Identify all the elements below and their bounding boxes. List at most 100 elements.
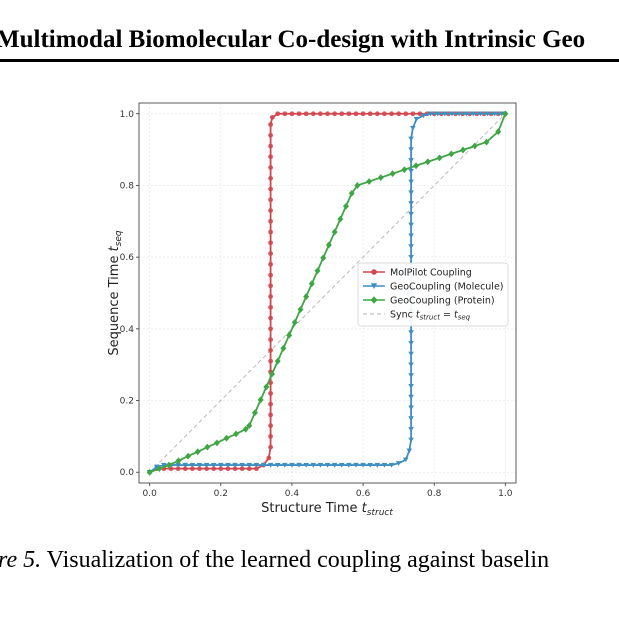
data-point-geo-molecule	[408, 136, 414, 142]
data-point-geo-molecule	[317, 462, 324, 468]
data-point-geo-protein	[223, 434, 230, 442]
data-point-molpilot	[266, 455, 272, 461]
data-point-geo-protein	[286, 331, 293, 339]
data-point-molpilot	[189, 466, 195, 472]
y-tick-label: 0.4	[120, 325, 135, 335]
data-point-geo-molecule	[408, 147, 414, 153]
figure-caption: ure 5. Visualization of the learned coup…	[0, 543, 619, 577]
data-point-geo-molecule	[427, 111, 434, 117]
data-point-geo-molecule	[402, 457, 409, 463]
data-point-geo-molecule	[338, 462, 345, 468]
data-point-molpilot	[296, 111, 302, 117]
data-point-geo-molecule	[434, 111, 441, 117]
data-point-molpilot	[232, 466, 238, 472]
data-point-molpilot	[403, 111, 409, 117]
legend-marker-geo-molecule	[370, 283, 378, 289]
data-point-geo-molecule	[353, 462, 359, 468]
data-point-geo-protein	[314, 267, 321, 275]
data-point-geo-molecule	[324, 462, 331, 468]
data-point-geo-molecule	[395, 461, 402, 466]
data-point-geo-protein	[377, 174, 384, 181]
data-point-geo-molecule	[470, 111, 477, 117]
data-point-geo-molecule	[408, 244, 414, 249]
data-point-geo-molecule	[267, 462, 274, 468]
plot-frame	[138, 102, 517, 484]
data-point-molpilot	[268, 358, 273, 364]
data-point-geo-molecule	[456, 111, 462, 117]
data-point-geo-protein	[251, 409, 258, 417]
data-point-geo-molecule	[408, 416, 414, 422]
legend-box	[357, 262, 509, 327]
data-point-geo-protein	[233, 430, 240, 438]
data-point-geo-protein	[297, 306, 304, 313]
data-point-geo-molecule	[182, 462, 189, 468]
data-point-molpilot	[268, 401, 273, 407]
data-point-molpilot	[332, 111, 338, 117]
axis-ticks: 0.0 0.2 0.4 0.6 0.8 1.0 0.0 0.2 0.4 0.6 0.8 1.0	[120, 110, 513, 499]
data-point-geo-protein	[502, 110, 509, 118]
data-point-geo-protein	[342, 202, 349, 210]
data-point-geo-molecule	[449, 111, 455, 117]
data-point-geo-protein	[448, 150, 455, 158]
data-point-molpilot	[197, 466, 202, 472]
data-point-molpilot	[360, 111, 366, 117]
data-point-molpilot	[325, 111, 330, 117]
data-point-geo-protein	[471, 142, 478, 150]
data-point-molpilot	[346, 111, 352, 117]
data-point-geo-protein	[424, 158, 431, 166]
data-point-molpilot	[339, 111, 345, 117]
y-tick-label: 0.8	[120, 181, 135, 191]
data-point-geo-molecule	[408, 351, 414, 357]
data-point-geo-molecule	[210, 462, 217, 468]
data-point-molpilot	[168, 466, 174, 472]
data-point-molpilot	[282, 111, 288, 117]
data-point-geo-molecule	[196, 462, 203, 468]
data-point-molpilot	[268, 444, 273, 450]
y-tick-label: 0.2	[120, 397, 134, 407]
data-point-molpilot	[218, 466, 224, 472]
data-point-molpilot	[353, 111, 359, 117]
legend-label-geo-protein: GeoCoupling (Protein)	[390, 296, 495, 307]
data-point-geo-molecule	[189, 462, 196, 468]
data-point-geo-protein	[263, 383, 270, 391]
data-point-geo-protein	[242, 425, 249, 433]
data-point-geo-molecule	[408, 340, 414, 346]
data-point-molpilot	[268, 412, 273, 418]
legend-label-geo-molecule: GeoCoupling (Molecule)	[390, 282, 504, 293]
legend-marker-molpilot	[371, 269, 377, 275]
data-point-molpilot	[268, 304, 273, 310]
data-point-molpilot	[268, 347, 273, 353]
x-tick-label: 0.0	[143, 489, 158, 499]
data-point-molpilot	[268, 132, 273, 138]
y-tick-label: 0.6	[120, 253, 135, 263]
data-point-geo-molecule	[408, 190, 414, 196]
data-point-geo-molecule	[484, 111, 491, 117]
data-point-molpilot	[211, 466, 217, 472]
data-point-geo-molecule	[463, 111, 470, 117]
data-point-geo-molecule	[408, 362, 414, 368]
data-point-molpilot	[268, 186, 273, 192]
data-point-geo-molecule	[408, 394, 414, 400]
data-point-geo-molecule	[303, 462, 309, 468]
x-tick-label: 0.6	[356, 489, 371, 499]
data-point-molpilot	[268, 229, 273, 235]
data-point-geo-molecule	[420, 113, 427, 119]
data-point-molpilot	[268, 390, 273, 396]
data-point-geo-molecule	[408, 211, 414, 217]
series-geo-protein	[146, 110, 509, 476]
data-point-geo-molecule	[360, 462, 366, 468]
data-point-geo-protein	[320, 254, 327, 262]
data-point-geo-molecule	[408, 222, 414, 228]
data-point-molpilot	[417, 111, 423, 117]
data-point-geo-molecule	[175, 462, 181, 468]
data-point-molpilot	[268, 165, 273, 170]
data-point-molpilot	[268, 197, 273, 203]
x-tick-label: 0.2	[214, 489, 228, 499]
data-point-geo-molecule	[381, 462, 388, 468]
data-point-molpilot	[374, 111, 380, 117]
data-point-molpilot	[268, 261, 273, 267]
caption-label: ure 5.	[0, 547, 42, 573]
data-point-molpilot	[268, 154, 273, 160]
data-point-geo-protein	[274, 357, 281, 365]
data-point-molpilot	[268, 423, 273, 429]
